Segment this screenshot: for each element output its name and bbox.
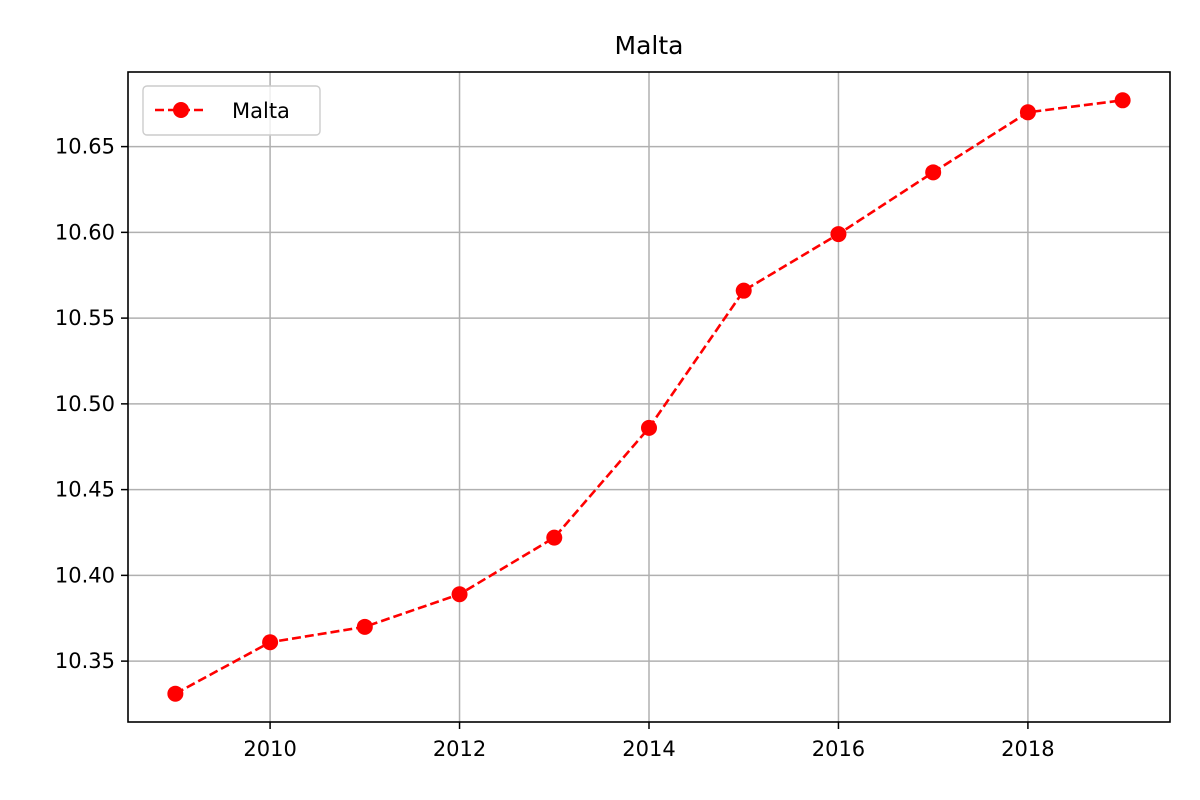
- data-point: [1114, 92, 1131, 109]
- grid: [128, 72, 1170, 722]
- data-point: [451, 586, 468, 603]
- data-point: [262, 634, 279, 651]
- y-tick-label: 10.45: [55, 478, 115, 502]
- data-point: [735, 282, 752, 299]
- data-point: [641, 419, 657, 436]
- x-tick-label: 2018: [1001, 737, 1054, 761]
- y-tick-label: 10.60: [55, 220, 115, 244]
- data-point: [167, 685, 184, 702]
- legend-point-marker: [173, 102, 189, 118]
- data-point: [356, 618, 373, 635]
- y-tick-label: 10.55: [55, 306, 115, 330]
- x-axis: 2010 2012 2014 2016 2018: [243, 722, 1055, 761]
- y-axis: 10.35 10.40 10.45 10.50 10.55 10.60 10.65: [55, 135, 128, 673]
- x-tick-label: 2014: [622, 737, 675, 761]
- data-point: [830, 226, 847, 243]
- data-point: [925, 164, 942, 181]
- legend-box: [142, 85, 321, 136]
- legend-label: Malta: [232, 99, 290, 123]
- data-point: [1019, 104, 1036, 121]
- y-tick-label: 10.35: [55, 649, 115, 673]
- legend: Malta: [142, 85, 321, 136]
- chart-title: Malta: [615, 31, 684, 60]
- data-point: [546, 529, 563, 546]
- y-tick-label: 10.50: [55, 392, 115, 416]
- series-layer: [167, 92, 1131, 702]
- y-tick-label: 10.65: [55, 135, 115, 159]
- y-tick-label: 10.40: [55, 563, 115, 587]
- x-tick-label: 2012: [433, 737, 486, 761]
- x-tick-label: 2016: [812, 737, 865, 761]
- x-tick-label: 2010: [243, 737, 296, 761]
